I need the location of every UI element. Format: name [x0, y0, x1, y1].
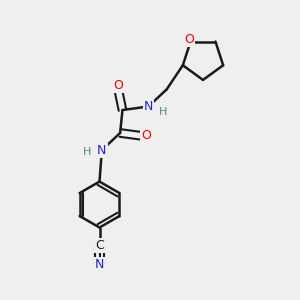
Text: N: N [97, 144, 106, 157]
Text: C: C [95, 239, 104, 252]
Text: H: H [83, 146, 91, 157]
Text: O: O [141, 129, 151, 142]
Text: O: O [113, 80, 123, 92]
Text: N: N [95, 257, 104, 271]
Text: N: N [144, 100, 153, 113]
Text: O: O [184, 33, 194, 46]
Text: H: H [159, 107, 167, 117]
